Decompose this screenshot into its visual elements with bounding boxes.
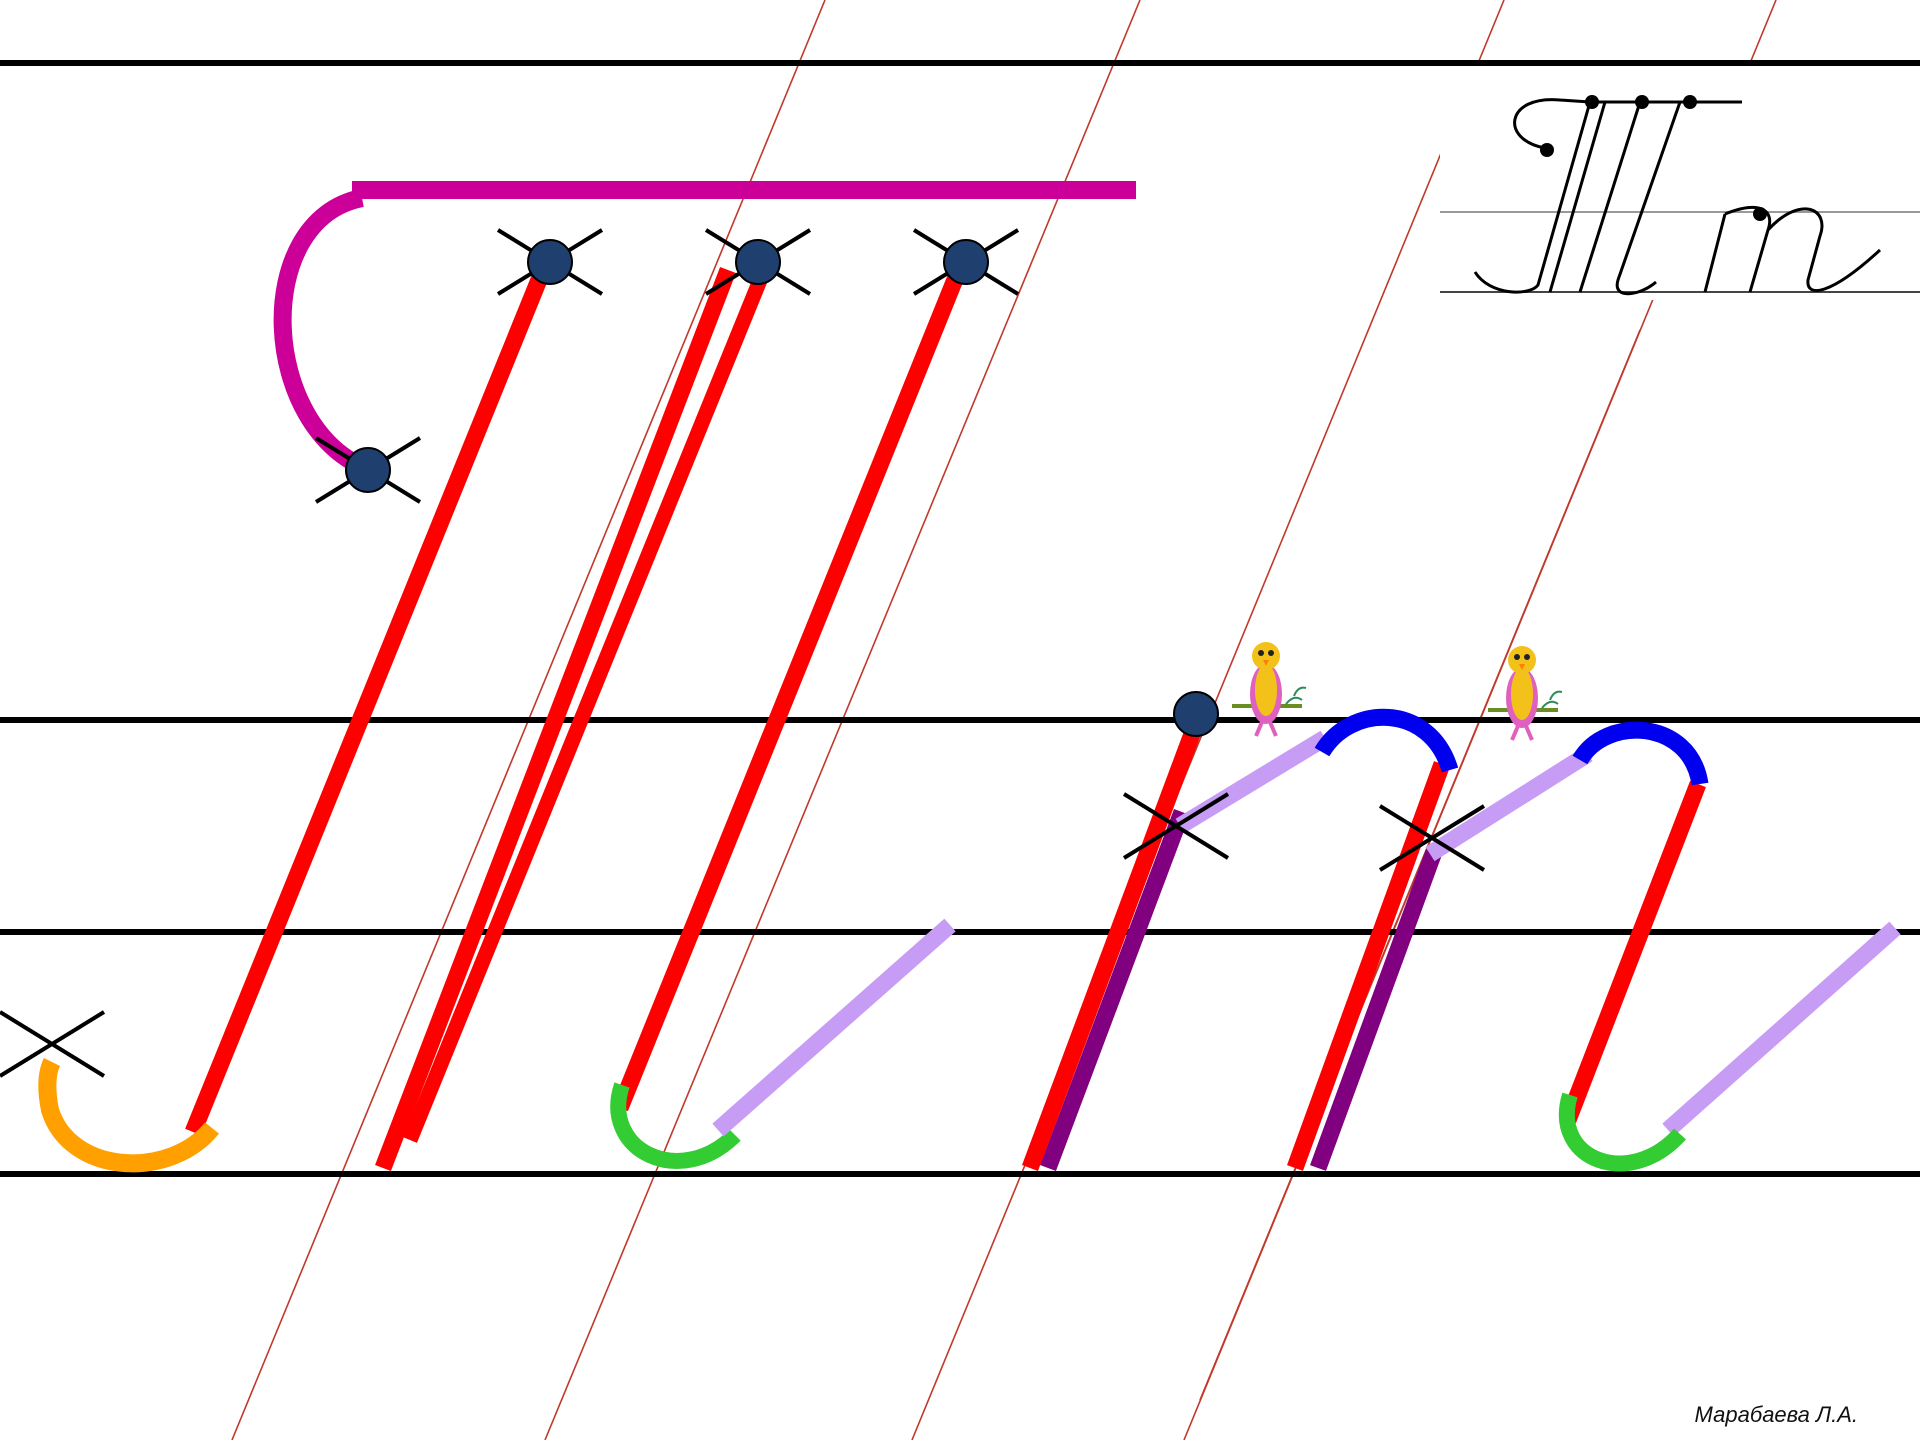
shadow-stroke-2 bbox=[1310, 849, 1442, 1171]
sample-letters: Тт bbox=[1908, 329, 1910, 331]
start-point bbox=[704, 228, 812, 296]
stem-3 bbox=[612, 268, 966, 1112]
capital-t bbox=[0, 181, 1136, 1173]
hook-left bbox=[38, 1057, 219, 1173]
sample-cursive-t bbox=[1473, 98, 1882, 296]
slant-guide bbox=[1199, 329, 1641, 1401]
stem-a bbox=[1022, 715, 1206, 1171]
stem-c bbox=[1560, 780, 1706, 1124]
arch-2 bbox=[1572, 721, 1709, 786]
hook-bottom-2 bbox=[1558, 1092, 1686, 1172]
start-point bbox=[496, 228, 604, 296]
author-credit: Марабаева Л.А. bbox=[1694, 1402, 1858, 1427]
connector-3 bbox=[1425, 746, 1593, 862]
connector-2 bbox=[1175, 730, 1330, 834]
start-point bbox=[314, 436, 422, 504]
connector-1 bbox=[712, 918, 956, 1137]
lowercase-t bbox=[1022, 640, 1901, 1172]
ruling-lines bbox=[0, 60, 1920, 1177]
stem-2-double bbox=[403, 265, 772, 1143]
start-point bbox=[912, 228, 1020, 296]
stem-1 bbox=[185, 261, 553, 1136]
stem-2 bbox=[375, 266, 736, 1172]
stem-b bbox=[1287, 761, 1450, 1171]
start-point bbox=[1173, 691, 1219, 737]
crossbar-loop bbox=[273, 189, 374, 479]
shadow-stroke-1 bbox=[1040, 809, 1190, 1171]
bird-icon bbox=[1486, 644, 1564, 742]
sample-box: Тт bbox=[1440, 60, 1920, 331]
connector-4 bbox=[1662, 921, 1901, 1137]
arch-1 bbox=[1314, 708, 1459, 773]
hook-bottom-1 bbox=[610, 1082, 741, 1169]
